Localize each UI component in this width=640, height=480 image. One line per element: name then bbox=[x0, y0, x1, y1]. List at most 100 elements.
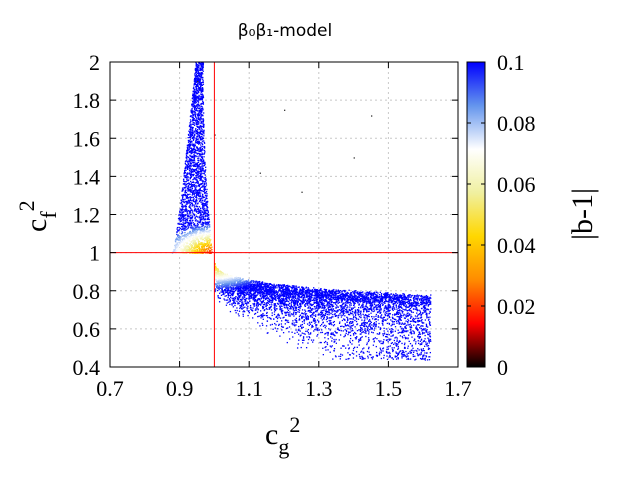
data-point bbox=[374, 323, 376, 325]
chart-title: β₀β₁-model bbox=[238, 21, 332, 41]
data-point bbox=[186, 187, 189, 190]
data-point bbox=[200, 130, 202, 132]
data-point bbox=[197, 182, 199, 184]
data-point bbox=[200, 186, 203, 188]
data-point bbox=[182, 248, 184, 250]
data-point bbox=[181, 231, 183, 233]
data-point bbox=[227, 284, 230, 286]
data-point bbox=[177, 229, 179, 231]
data-point bbox=[257, 304, 259, 307]
data-point bbox=[200, 97, 203, 99]
data-point bbox=[393, 320, 396, 323]
data-point bbox=[245, 284, 247, 286]
data-point bbox=[197, 250, 199, 252]
data-point bbox=[195, 118, 198, 120]
data-point bbox=[196, 164, 199, 166]
data-point bbox=[354, 319, 356, 322]
data-point bbox=[185, 202, 187, 204]
data-point bbox=[184, 184, 186, 186]
data-point bbox=[182, 188, 184, 191]
data-point bbox=[260, 294, 262, 296]
data-point bbox=[366, 321, 368, 324]
data-point bbox=[209, 239, 211, 242]
data-point bbox=[179, 227, 181, 229]
data-point bbox=[204, 212, 206, 214]
data-point bbox=[202, 167, 204, 170]
data-point bbox=[190, 222, 192, 224]
data-point bbox=[339, 291, 341, 294]
data-point bbox=[190, 188, 192, 190]
data-point bbox=[193, 190, 196, 192]
data-point bbox=[354, 309, 357, 311]
data-point bbox=[198, 105, 200, 107]
data-point bbox=[227, 299, 229, 301]
data-point bbox=[199, 149, 201, 151]
data-point bbox=[409, 326, 411, 328]
data-point bbox=[341, 319, 344, 322]
data-point bbox=[203, 212, 206, 214]
data-point bbox=[189, 141, 191, 143]
data-point bbox=[198, 221, 200, 223]
data-point bbox=[184, 221, 186, 224]
data-point bbox=[191, 200, 193, 202]
data-point bbox=[325, 289, 328, 291]
data-point bbox=[385, 333, 388, 336]
data-point bbox=[197, 112, 200, 114]
data-point bbox=[198, 114, 201, 116]
data-point bbox=[417, 342, 420, 345]
data-point bbox=[363, 347, 365, 349]
data-point bbox=[189, 147, 192, 149]
data-point bbox=[195, 184, 197, 187]
data-point bbox=[181, 210, 183, 212]
data-point bbox=[193, 213, 195, 215]
data-point bbox=[198, 117, 200, 120]
data-point bbox=[229, 303, 231, 306]
data-point bbox=[206, 195, 208, 197]
data-point bbox=[183, 246, 185, 248]
data-point bbox=[193, 250, 195, 253]
data-point bbox=[186, 151, 189, 154]
data-point bbox=[186, 219, 188, 221]
data-point bbox=[187, 166, 190, 168]
data-point bbox=[250, 283, 252, 285]
data-point bbox=[184, 236, 186, 238]
data-point bbox=[203, 206, 205, 208]
data-point bbox=[293, 324, 296, 326]
data-point bbox=[194, 178, 196, 180]
data-point bbox=[185, 221, 188, 223]
data-point bbox=[201, 202, 204, 204]
data-point bbox=[321, 303, 323, 305]
data-point bbox=[196, 149, 198, 152]
data-point bbox=[225, 290, 227, 292]
data-point bbox=[364, 317, 366, 319]
data-point bbox=[234, 299, 236, 301]
data-point bbox=[344, 305, 346, 308]
data-point bbox=[310, 303, 312, 305]
data-point bbox=[185, 157, 187, 159]
data-point bbox=[206, 240, 208, 242]
data-point bbox=[198, 109, 201, 112]
data-point bbox=[193, 224, 195, 226]
data-point bbox=[399, 318, 401, 320]
data-point bbox=[198, 184, 200, 186]
data-point bbox=[185, 200, 187, 203]
data-point bbox=[227, 301, 230, 303]
data-point bbox=[194, 68, 196, 71]
data-point bbox=[202, 217, 205, 220]
data-point bbox=[405, 320, 407, 322]
data-point bbox=[190, 155, 193, 158]
data-point bbox=[187, 189, 189, 191]
data-point bbox=[268, 308, 270, 310]
data-point bbox=[227, 296, 229, 299]
data-point bbox=[195, 196, 197, 198]
data-point bbox=[181, 228, 184, 230]
data-point bbox=[279, 299, 282, 301]
data-point bbox=[274, 298, 277, 300]
data-point bbox=[319, 300, 321, 302]
data-point bbox=[188, 190, 190, 192]
data-point bbox=[187, 216, 189, 218]
data-point bbox=[214, 289, 216, 291]
data-point bbox=[426, 315, 428, 317]
data-point bbox=[354, 293, 356, 296]
data-point bbox=[186, 237, 188, 239]
